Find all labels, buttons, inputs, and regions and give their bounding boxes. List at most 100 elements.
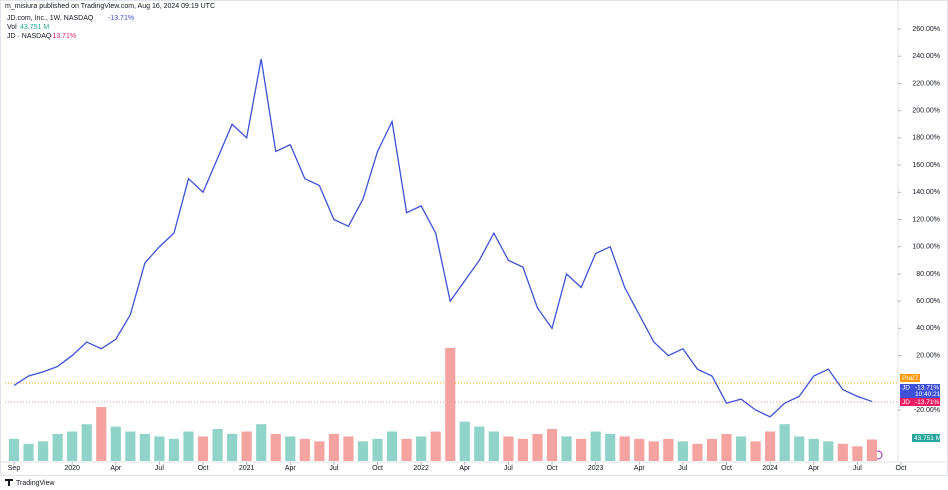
x-tick-label: Oct: [547, 465, 558, 472]
volume-bar: [459, 421, 470, 461]
volume-bar: [765, 431, 776, 461]
x-tick-label: Oct: [198, 465, 209, 472]
y-tick-label: 60.00%: [916, 298, 940, 305]
x-tick-label: Oct: [896, 465, 907, 472]
x-tick-label: Apr: [808, 465, 820, 472]
y-tick-label: 200.00%: [912, 107, 940, 114]
volume-bar: [154, 436, 165, 461]
volume-bar: [445, 348, 456, 461]
x-tick-label: 2022: [413, 465, 429, 472]
volume-bar: [37, 441, 49, 461]
x-tick-label: Apr: [634, 465, 646, 472]
volume-bar: [227, 433, 238, 461]
volume-bar: [721, 433, 732, 461]
x-tick-label: Jul: [678, 465, 687, 472]
volume-bar: [532, 433, 543, 461]
volume-bar: [663, 438, 674, 461]
volume-bar: [168, 438, 180, 461]
countdown: 10:40:21: [915, 391, 941, 398]
volume-bar: [314, 441, 325, 461]
y-tick-label: 160.00%: [912, 162, 940, 169]
volume-bar: [81, 424, 92, 461]
volume-bar: [183, 431, 194, 461]
compare: JD · NASDAQ: [7, 33, 52, 40]
symbol: JD.com, Inc., 1W, NASDAQ: [7, 15, 94, 22]
volume-bar: [779, 424, 790, 461]
x-tick-label: Oct: [721, 465, 732, 472]
y-tick-label: 180.00%: [912, 135, 940, 142]
volume-bar: [823, 441, 834, 461]
x-tick-label: Apr: [285, 465, 297, 472]
pre-label: Pre: [902, 375, 913, 382]
volume-bar: [590, 431, 601, 461]
y-tick-label: 240.00%: [912, 53, 940, 60]
x-tick-label: Sep: [8, 465, 21, 472]
y-tick-label: 80.00%: [916, 271, 940, 278]
jd-value: -13.71%: [915, 385, 939, 392]
compare-tag-label: JD: [902, 399, 910, 406]
volume-bar: [503, 436, 514, 461]
y-tick-label: 100.00%: [912, 244, 940, 251]
x-tick-label: 2024: [762, 465, 778, 472]
price-line: [13, 58, 873, 418]
vol-value: 43.751 M: [20, 24, 49, 31]
y-tick-label: 140.00%: [912, 189, 940, 196]
x-tick-label: Jul: [504, 465, 513, 472]
volume-bar: [372, 438, 383, 461]
volume-bar: [619, 436, 630, 461]
volume-bar: [139, 433, 150, 461]
volume-bar: [67, 431, 78, 461]
volume-bar: [634, 438, 645, 461]
volume-bar: [256, 424, 267, 461]
volume-bar: [285, 436, 296, 461]
y-tick-label: 260.00%: [912, 26, 940, 33]
volume-bar: [546, 429, 558, 461]
volume-bar: [386, 431, 398, 461]
y-tick-label: 40.00%: [916, 325, 940, 332]
volume-bar: [852, 446, 863, 461]
pre-value: 27.52: [911, 375, 928, 382]
volume-bar: [561, 436, 572, 461]
jd-tag: [900, 384, 940, 398]
volume-bar: [343, 436, 354, 461]
jd-label: JD: [902, 385, 910, 392]
volume-bar: [794, 436, 805, 461]
volume-bar: [8, 438, 20, 461]
x-tick-label: Jul: [853, 465, 862, 472]
brand-logo: [5, 479, 13, 486]
x-tick-label: 2021: [239, 465, 255, 472]
x-tick-label: Apr: [459, 465, 471, 472]
volume-bar: [416, 436, 427, 461]
volume-bar: [197, 436, 209, 461]
x-tick-label: 2023: [588, 465, 604, 472]
x-tick-label: Oct: [372, 465, 383, 472]
y-tick-label: 220.00%: [912, 80, 940, 87]
volume-bar: [677, 441, 688, 461]
volume-bar: [52, 433, 63, 461]
volume-bar: [692, 443, 703, 461]
compare-change: -13.71%: [50, 33, 76, 40]
volume-bar: [750, 441, 761, 461]
x-tick-label: Jul: [329, 465, 338, 472]
x-tick-label: 2020: [64, 465, 80, 472]
volume-bar: [474, 426, 485, 461]
y-tick-label: -20.00%: [914, 407, 940, 414]
volume-bar: [401, 438, 412, 461]
volume-tag: [912, 434, 940, 442]
x-tick-label: Jul: [155, 465, 164, 472]
published: m_misiura published on TradingView.com, …: [5, 3, 215, 10]
volume-bar: [488, 431, 499, 461]
volume-bar: [430, 431, 441, 461]
volume-bar: [125, 431, 136, 461]
volume-bar: [517, 438, 529, 461]
compare-tag-value: -13.71%: [915, 399, 939, 406]
volume-bar: [866, 439, 878, 461]
volume-bar: [735, 436, 747, 461]
compare-tag: [900, 398, 940, 406]
volume-bar: [270, 433, 281, 461]
y-tick-label: 20.00%: [916, 352, 940, 359]
pre-tag: [900, 374, 920, 382]
x-tick-label: Apr: [110, 465, 122, 472]
y-tick-label: 120.00%: [912, 216, 940, 223]
